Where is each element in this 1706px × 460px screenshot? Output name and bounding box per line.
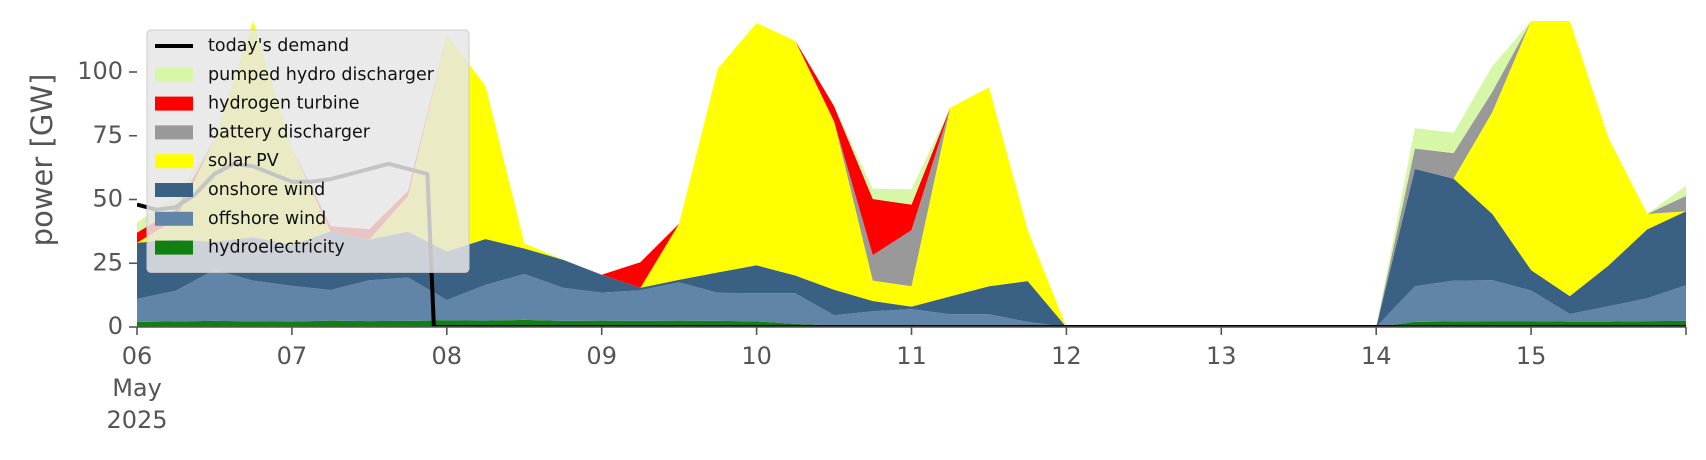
legend-label-battery-discharger: battery discharger <box>208 122 371 142</box>
legend-label-today-s-demand: today's demand <box>208 36 349 56</box>
legend-box <box>146 29 470 273</box>
y-tick-label-75: 75 <box>92 121 123 149</box>
area-battery-discharger <box>137 21 1686 327</box>
legend-swatch-offshore-wind <box>155 211 193 226</box>
x-tick-label-2025-05-14: 14 <box>1361 342 1392 370</box>
legend-label-solar-pv: solar PV <box>208 151 279 171</box>
x-tick-label-2025-05-06: 06 <box>122 342 153 370</box>
x-tick-label-2025-05-06-line1: May <box>112 374 162 402</box>
x-tick-label-2025-05-08: 08 <box>432 342 463 370</box>
x-tick-label-2025-05-09: 09 <box>586 342 617 370</box>
legend-label-hydroelectricity: hydroelectricity <box>208 238 345 258</box>
x-tick-label-2025-05-06-line2: 2025 <box>106 406 167 434</box>
legend-label-onshore-wind: onshore wind <box>208 180 325 200</box>
y-tick-label-100: 100 <box>77 57 123 85</box>
legend: today's demand pumped hydro discharger hyd… <box>146 29 470 273</box>
y-tick-label-0: 0 <box>108 312 123 340</box>
area-offshore-wind <box>137 269 1686 327</box>
x-tick-label-2025-05-15: 15 <box>1516 342 1547 370</box>
y-tick-label-25: 25 <box>92 248 123 276</box>
legend-label-offshore-wind: offshore wind <box>208 209 326 229</box>
legend-swatch-battery-discharger <box>155 125 193 140</box>
legend-swatch-onshore-wind <box>155 183 193 197</box>
legend-swatch-pumped-hydro-discharger <box>155 67 193 82</box>
x-tick-label-2025-05-07: 07 <box>277 342 308 370</box>
legend-swatch-solar-pv <box>155 154 193 169</box>
axes: 0 25 50 75 100 06 May 2025 07 08 09 10 11 12 13 14 15 <box>77 57 1687 434</box>
x-tick-label-2025-05-11: 11 <box>896 342 927 370</box>
legend-swatch-hydroelectricity <box>155 240 193 255</box>
x-tick-label-2025-05-13: 13 <box>1206 342 1237 370</box>
x-tick-label-2025-05-10: 10 <box>741 342 772 370</box>
x-tick-label-2025-05-12: 12 <box>1051 342 1082 370</box>
y-tick-label-50: 50 <box>92 185 123 213</box>
y-axis-label: power [GW] <box>25 74 59 247</box>
legend-label-hydrogen-turbine: hydrogen turbine <box>208 94 360 114</box>
legend-label-pumped-hydro-discharger: pumped hydro discharger <box>208 65 435 85</box>
legend-swatch-hydrogen-turbine <box>155 96 193 111</box>
